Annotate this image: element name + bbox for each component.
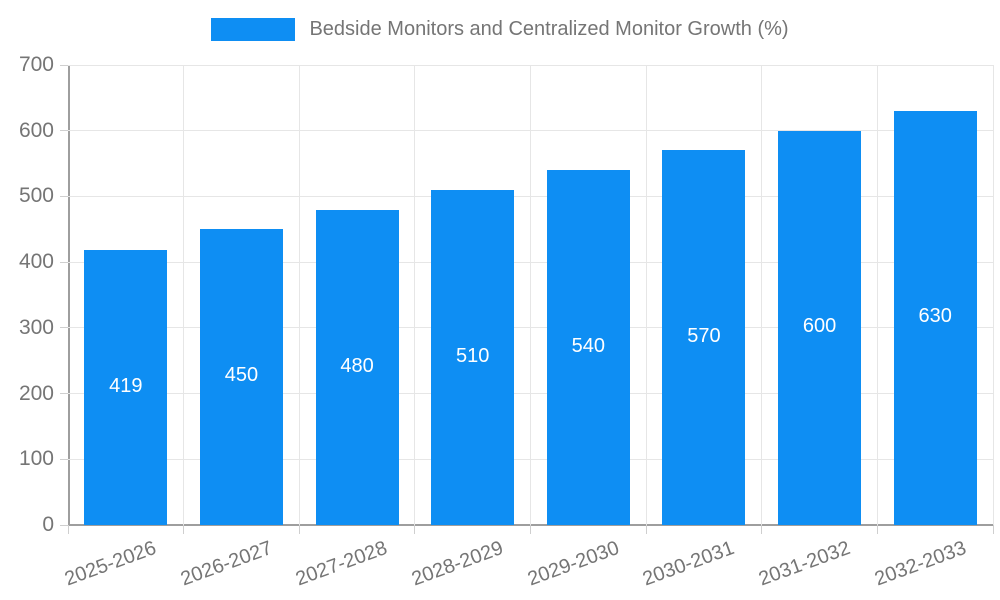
legend-label: Bedside Monitors and Centralized Monitor… [309,18,789,40]
legend-swatch [211,18,296,41]
y-axis-tick-label: 500 [18,184,54,208]
bar-value-label: 540 [571,334,605,357]
bar: 450 [199,229,283,525]
x-axis-category-label: 2027-2028 [293,537,391,591]
x-gridline [761,65,763,525]
plot-area: 0 100 200 300 400 500 600 700 419 2025-2026 450 202… [19,53,994,590]
bar-value-label: 480 [340,354,374,377]
y-axis-tick [60,64,68,66]
y-axis-tick-label: 0 [42,513,54,536]
y-axis-tick-label: 100 [18,447,54,471]
bar-value-label: 600 [802,315,837,337]
x-gridline [298,65,300,525]
bar-value-label: 510 [456,344,490,367]
x-axis-category-label: 2028-2029 [408,537,507,591]
y-axis-tick [60,130,68,132]
x-axis-tick [992,525,994,534]
y-axis-tick [60,195,68,197]
bar-value-label: 419 [109,374,143,397]
x-gridline [645,65,647,525]
y-axis-tick-label: 600 [18,118,54,142]
x-axis-category-label: 2031-2032 [755,537,854,591]
y-axis-tick-label: 700 [18,53,54,76]
bar: 600 [778,131,862,525]
x-axis-tick [67,525,69,534]
x-axis-category-label: 2029-2030 [524,537,622,591]
y-axis-line [68,65,70,525]
bar: 480 [315,210,399,525]
y-axis-tick-label: 400 [18,250,54,274]
x-gridline [183,65,185,525]
x-axis-tick [761,525,763,534]
x-axis-tick [183,525,185,534]
bar-value-label: 570 [687,324,721,347]
bar-value-label: 450 [224,364,259,386]
x-axis-tick [298,525,300,534]
x-axis-category-label: 2030-2031 [640,537,738,591]
y-axis-tick [60,524,68,526]
y-axis-tick-label: 300 [18,315,54,339]
bar: 510 [431,190,515,525]
x-axis-tick [645,525,647,534]
x-axis-category-label: 2026-2027 [177,537,275,591]
legend: Bedside Monitors and Centralized Monitor… [0,18,1000,41]
y-axis-tick [60,458,68,460]
bar: 419 [84,250,168,525]
x-axis-tick [876,525,878,534]
bar: 570 [662,150,746,525]
x-axis-tick [530,525,531,534]
x-gridline [992,65,994,525]
x-gridline [414,65,416,525]
bar-value-label: 630 [918,305,952,327]
y-axis-tick [60,261,68,263]
x-axis-category-label: 2025-2026 [61,537,160,591]
y-axis-tick [60,327,68,329]
x-axis-tick [414,525,416,534]
x-axis-category-label: 2032-2033 [871,537,969,591]
y-axis-tick-label: 200 [18,381,54,405]
bar: 630 [893,111,977,525]
bar: 540 [546,170,630,525]
y-axis-tick [60,393,68,395]
x-gridline [876,65,878,525]
x-gridline [530,65,531,525]
